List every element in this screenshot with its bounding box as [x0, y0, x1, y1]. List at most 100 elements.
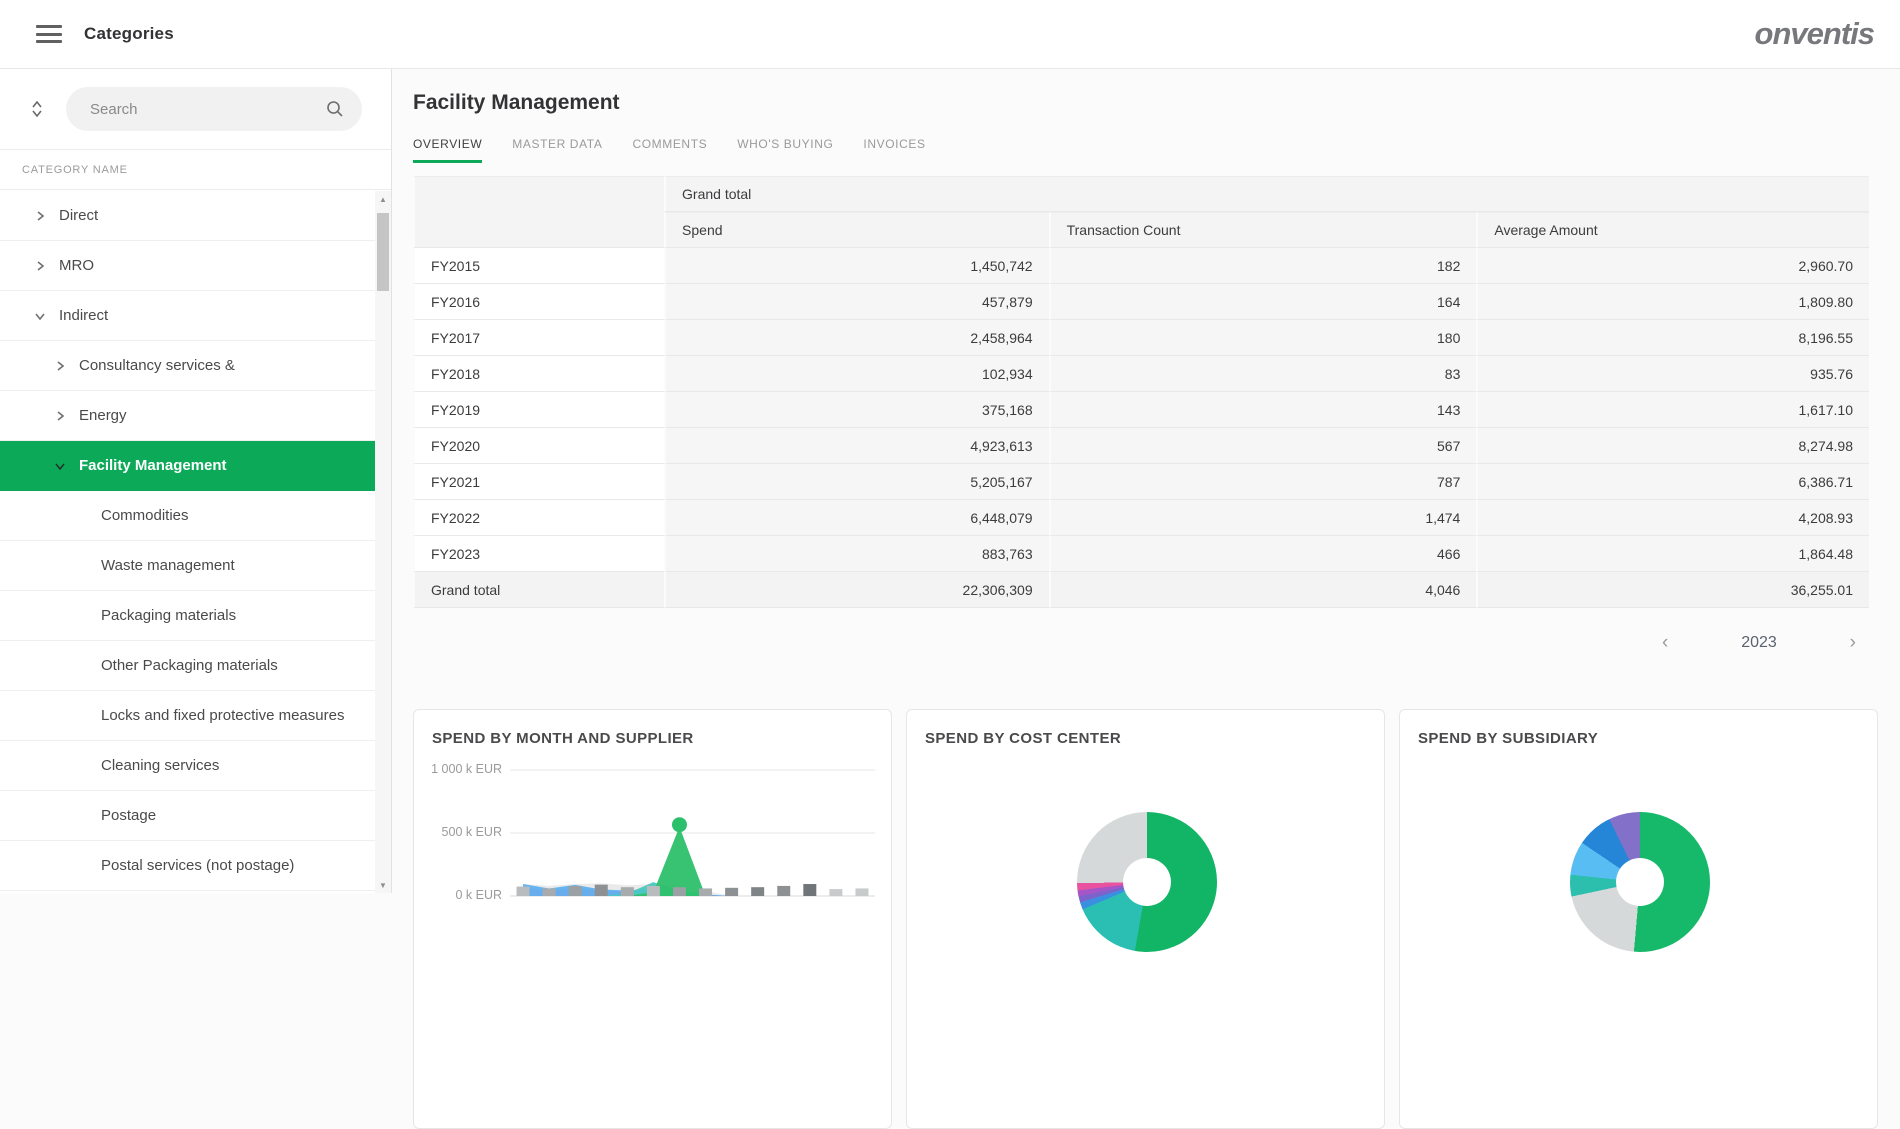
spend-value: 1,450,742 — [664, 248, 1049, 284]
sidebar-item-label: Energy — [79, 407, 127, 424]
chevron-right-icon — [53, 360, 66, 372]
average-amount-value: 4,208.93 — [1476, 500, 1869, 536]
sidebar-item-indirect[interactable]: Indirect — [0, 291, 375, 341]
sidebar-search-row — [0, 69, 391, 150]
chevron-down-icon — [33, 310, 46, 322]
group-header-cell: Grand total — [664, 176, 1869, 212]
scrollbar-thumb[interactable] — [377, 213, 389, 291]
grand-total-table: Grand totalSpendTransaction CountAverage… — [413, 176, 1869, 608]
transaction-count-value: 143 — [1049, 392, 1477, 428]
search-icon — [326, 100, 344, 118]
table-row: FY2023883,7634661,864.48 — [413, 536, 1869, 572]
transaction-count-value: 567 — [1049, 428, 1477, 464]
chart-cards: SPEND BY MONTH AND SUPPLIER 1 000 k EUR5… — [413, 709, 1878, 1129]
spend-value: 4,923,613 — [664, 428, 1049, 464]
tab-bar: OVERVIEW MASTER DATA COMMENTS WHO'S BUYING I… — [413, 137, 1900, 163]
sidebar-item-label: Cleaning services — [101, 757, 219, 774]
sidebar-item-locks-and-fixed-protective-measures[interactable]: Locks and fixed protective measures — [0, 691, 375, 741]
next-year-button[interactable]: › — [1842, 629, 1864, 656]
spend-value: 457,879 — [664, 284, 1049, 320]
menu-icon[interactable] — [36, 25, 62, 43]
sidebar-item-other-packaging-materials[interactable]: Other Packaging materials — [0, 641, 375, 691]
row-label: FY2019 — [413, 392, 664, 428]
table-row: FY2016457,8791641,809.80 — [413, 284, 1869, 320]
sidebar-item-label: Postal services (not postage) — [101, 857, 294, 874]
row-label: FY2015 — [413, 248, 664, 284]
card-title: SPEND BY COST CENTER — [925, 730, 1384, 747]
row-label: FY2021 — [413, 464, 664, 500]
tab-comments[interactable]: COMMENTS — [632, 137, 707, 163]
average-amount-value: 1,864.48 — [1476, 536, 1869, 572]
tab-who-s-buying[interactable]: WHO'S BUYING — [737, 137, 833, 163]
page-title: Categories — [84, 24, 174, 44]
sidebar: CATEGORY NAME Direct MRO Indirect Consultan… — [0, 69, 392, 893]
main-content: Facility Management OVERVIEW MASTER DATA C… — [393, 69, 1900, 893]
category-name-header: CATEGORY NAME — [0, 150, 391, 190]
sidebar-item-energy[interactable]: Energy — [0, 391, 375, 441]
search-input[interactable] — [90, 101, 326, 118]
sidebar-item-label: Facility Management — [79, 457, 227, 474]
sidebar-item-label: Consultancy services & — [79, 357, 235, 374]
sidebar-item-packaging-materials[interactable]: Packaging materials — [0, 591, 375, 641]
table-row: FY20226,448,0791,4744,208.93 — [413, 500, 1869, 536]
card-title: SPEND BY SUBSIDIARY — [1418, 730, 1598, 747]
sidebar-item-consultancy-services[interactable]: Consultancy services & — [0, 341, 375, 391]
sidebar-item-postage[interactable]: Postage — [0, 791, 375, 841]
tab-overview[interactable]: OVERVIEW — [413, 137, 482, 163]
transaction-count-value: 164 — [1049, 284, 1477, 320]
sidebar-item-label: Indirect — [59, 307, 108, 324]
corner-cell — [413, 176, 664, 248]
sidebar-item-facility-management[interactable]: Facility Management — [0, 441, 375, 491]
row-label: FY2022 — [413, 500, 664, 536]
average-amount-value: 8,196.55 — [1476, 320, 1869, 356]
sidebar-scrollbar[interactable]: ▲ ▼ — [375, 191, 391, 893]
transaction-count-value: 4,046 — [1049, 572, 1477, 608]
sidebar-item-direct[interactable]: Direct — [0, 191, 375, 241]
average-amount-value: 935.76 — [1476, 356, 1869, 392]
category-title: Facility Management — [413, 91, 1900, 115]
grand-total-row: Grand total22,306,3094,04636,255.01 — [413, 572, 1869, 608]
row-label: Grand total — [413, 572, 664, 608]
row-label: FY2016 — [413, 284, 664, 320]
subsidiary-donut-chart — [1570, 812, 1710, 952]
row-label: FY2023 — [413, 536, 664, 572]
average-amount-value: 6,386.71 — [1476, 464, 1869, 500]
transaction-count-value: 1,474 — [1049, 500, 1477, 536]
table-row: FY20151,450,7421822,960.70 — [413, 248, 1869, 284]
prev-year-button[interactable]: ‹ — [1654, 629, 1676, 656]
transaction-count-value: 83 — [1049, 356, 1477, 392]
chevron-right-icon — [33, 260, 46, 272]
average-amount-value: 2,960.70 — [1476, 248, 1869, 284]
row-label: FY2017 — [413, 320, 664, 356]
scroll-down-icon[interactable]: ▼ — [375, 877, 391, 893]
sidebar-item-mro[interactable]: MRO — [0, 241, 375, 291]
donut-hole — [1123, 858, 1171, 906]
sidebar-item-waste-management[interactable]: Waste management — [0, 541, 375, 591]
expand-collapse-icon[interactable] — [22, 101, 52, 117]
scroll-up-icon[interactable]: ▲ — [375, 191, 391, 207]
donut-hole — [1616, 858, 1664, 906]
table-row: FY20172,458,9641808,196.55 — [413, 320, 1869, 356]
tab-master-data[interactable]: MASTER DATA — [512, 137, 602, 163]
spend-value: 375,168 — [664, 392, 1049, 428]
tab-invoices[interactable]: INVOICES — [863, 137, 925, 163]
sidebar-item-commodities[interactable]: Commodities — [0, 491, 375, 541]
transaction-count-value: 466 — [1049, 536, 1477, 572]
search-field[interactable] — [66, 87, 362, 131]
row-label: FY2018 — [413, 356, 664, 392]
spend-value: 22,306,309 — [664, 572, 1049, 608]
sidebar-item-cleaning-services[interactable]: Cleaning services — [0, 741, 375, 791]
sidebar-item-label: Direct — [59, 207, 98, 224]
chevron-right-icon — [53, 410, 66, 422]
table-group-header-row: Grand total — [413, 176, 1869, 212]
sidebar-item-postal-services-not-postage[interactable]: Postal services (not postage) — [0, 841, 375, 891]
card-spend-by-cost-center: SPEND BY COST CENTER — [906, 709, 1385, 1129]
card-title: SPEND BY MONTH AND SUPPLIER — [432, 730, 891, 747]
stacked-area-chart — [510, 758, 875, 958]
chevron-right-icon — [33, 210, 46, 222]
spend-value: 883,763 — [664, 536, 1049, 572]
sidebar-item-label: Waste management — [101, 557, 235, 574]
sidebar-item-label: Commodities — [101, 507, 189, 524]
col-header-average-amount: Average Amount — [1476, 212, 1869, 248]
spend-value: 2,458,964 — [664, 320, 1049, 356]
